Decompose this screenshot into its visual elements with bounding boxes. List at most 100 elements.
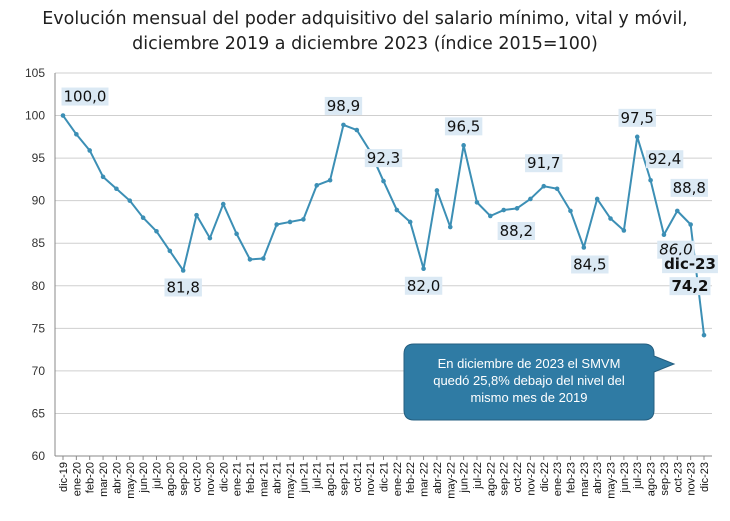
x-tick-label: sep-22 (499, 462, 511, 496)
x-tick-label: abr-20 (111, 462, 123, 494)
data-label: 96,5 (444, 117, 483, 136)
data-point (701, 332, 707, 338)
data-label-text: 88,2 (500, 222, 533, 240)
x-tick-label: abr-21 (272, 462, 284, 494)
data-point (434, 188, 440, 193)
data-point (114, 186, 119, 192)
series (60, 113, 707, 338)
data-point (634, 134, 640, 140)
x-tick-label: ene-22 (392, 462, 404, 496)
data-point (541, 183, 547, 189)
data-point (594, 196, 600, 202)
data-point (501, 207, 506, 213)
x-tick-label: ago-22 (485, 462, 497, 496)
x-tick-label: sep-21 (338, 462, 350, 496)
data-label-text: 84,5 (573, 255, 606, 273)
data-label: 92,3 (364, 149, 403, 168)
data-point (180, 268, 186, 273)
x-tick-label: nov-23 (686, 462, 698, 496)
data-label-background (571, 255, 609, 274)
x-tick-label: oct-21 (352, 462, 364, 493)
x-tick-label: nov-20 (205, 462, 217, 496)
data-point (167, 248, 173, 254)
data-point (74, 131, 79, 137)
data-point (394, 207, 400, 213)
data-label: 97,5 (618, 108, 656, 127)
chart-title: Evolución mensual del poder adquisitivo … (42, 9, 688, 29)
x-tick-label: feb-20 (85, 462, 97, 493)
x-tick-label: jul-20 (151, 462, 163, 490)
x-tick-label: dic-23 (699, 462, 711, 492)
x-tick-label: oct-23 (672, 462, 684, 493)
data-label-background (662, 255, 718, 274)
x-tick-label: dic-20 (218, 462, 230, 492)
y-tick-label: 80 (32, 279, 46, 293)
data-point (528, 196, 533, 202)
y-tick-label: 85 (32, 236, 46, 250)
x-tick-label: ago-21 (325, 462, 337, 496)
y-tick-label: 90 (32, 194, 46, 208)
annotation-box (403, 343, 676, 421)
data-point (261, 256, 266, 261)
y-tick-label: 65 (32, 406, 46, 420)
data-point (461, 143, 466, 148)
data-point (301, 217, 306, 222)
annotation-callout: En diciembre de 2023 el SMVM quedó 25,8% … (403, 343, 676, 421)
data-point (154, 229, 159, 234)
x-tick-label: sep-23 (659, 462, 671, 496)
data-point (207, 235, 213, 241)
x-tick-label: feb-21 (245, 462, 257, 493)
data-point (314, 183, 320, 188)
data-point (608, 216, 613, 221)
data-point (381, 178, 386, 184)
x-tick-label: feb-22 (405, 462, 417, 493)
x-tick-label: jul-23 (632, 462, 644, 490)
data-label: 88,8 (670, 178, 708, 197)
x-tick-label: oct-22 (512, 462, 524, 493)
data-point (674, 208, 680, 214)
data-point (287, 219, 293, 225)
data-label-text: 88,8 (673, 179, 706, 197)
data-label-text: 97,5 (621, 109, 654, 127)
data-label-text: 91,7 (527, 154, 560, 172)
data-point (688, 222, 693, 227)
data-point (421, 266, 426, 272)
data-point (621, 228, 627, 233)
data-label: 100,0 (61, 87, 109, 106)
x-tick-label: dic-21 (379, 462, 391, 492)
chart-subtitle: diciembre 2019 a diciembre 2023 (índice … (132, 34, 598, 54)
y-tick-label: 95 (32, 151, 46, 165)
annotation-text: mismo mes de 2019 (470, 390, 587, 405)
data-label-background (670, 178, 708, 197)
x-tick-label: dic-19 (58, 462, 70, 492)
data-label-background (61, 87, 109, 106)
data-point (568, 208, 573, 214)
data-label-background (618, 108, 656, 127)
x-tick-label: mar-22 (419, 462, 431, 497)
data-point (341, 122, 346, 128)
data-label-text: 74,2 (671, 277, 708, 295)
x-tick-label: ene-21 (232, 462, 244, 496)
data-point (661, 232, 667, 238)
data-label-text: 92,3 (367, 149, 400, 167)
data-point (127, 198, 133, 203)
x-tick-label: ene-20 (71, 462, 83, 496)
data-label-text: 96,5 (447, 117, 480, 135)
x-tick-label: mar-21 (258, 462, 270, 497)
x-tick-label: abr-22 (432, 462, 444, 494)
x-tick-label: jun-23 (619, 462, 631, 494)
x-tick-label: feb-23 (565, 462, 577, 493)
x-tick-label: may-22 (445, 462, 457, 499)
data-point (474, 200, 480, 205)
x-tick-label: abr-23 (592, 462, 604, 494)
data-point (194, 212, 199, 218)
data-point (447, 224, 453, 230)
data-point (488, 213, 493, 219)
x-tick-label: jun-22 (459, 462, 471, 494)
data-label-background (657, 240, 695, 259)
data-point (100, 174, 106, 180)
data-point (581, 245, 587, 250)
data-label-background (324, 96, 363, 115)
annotation-text: quedó 25,8% debajo del nivel del (433, 373, 625, 388)
